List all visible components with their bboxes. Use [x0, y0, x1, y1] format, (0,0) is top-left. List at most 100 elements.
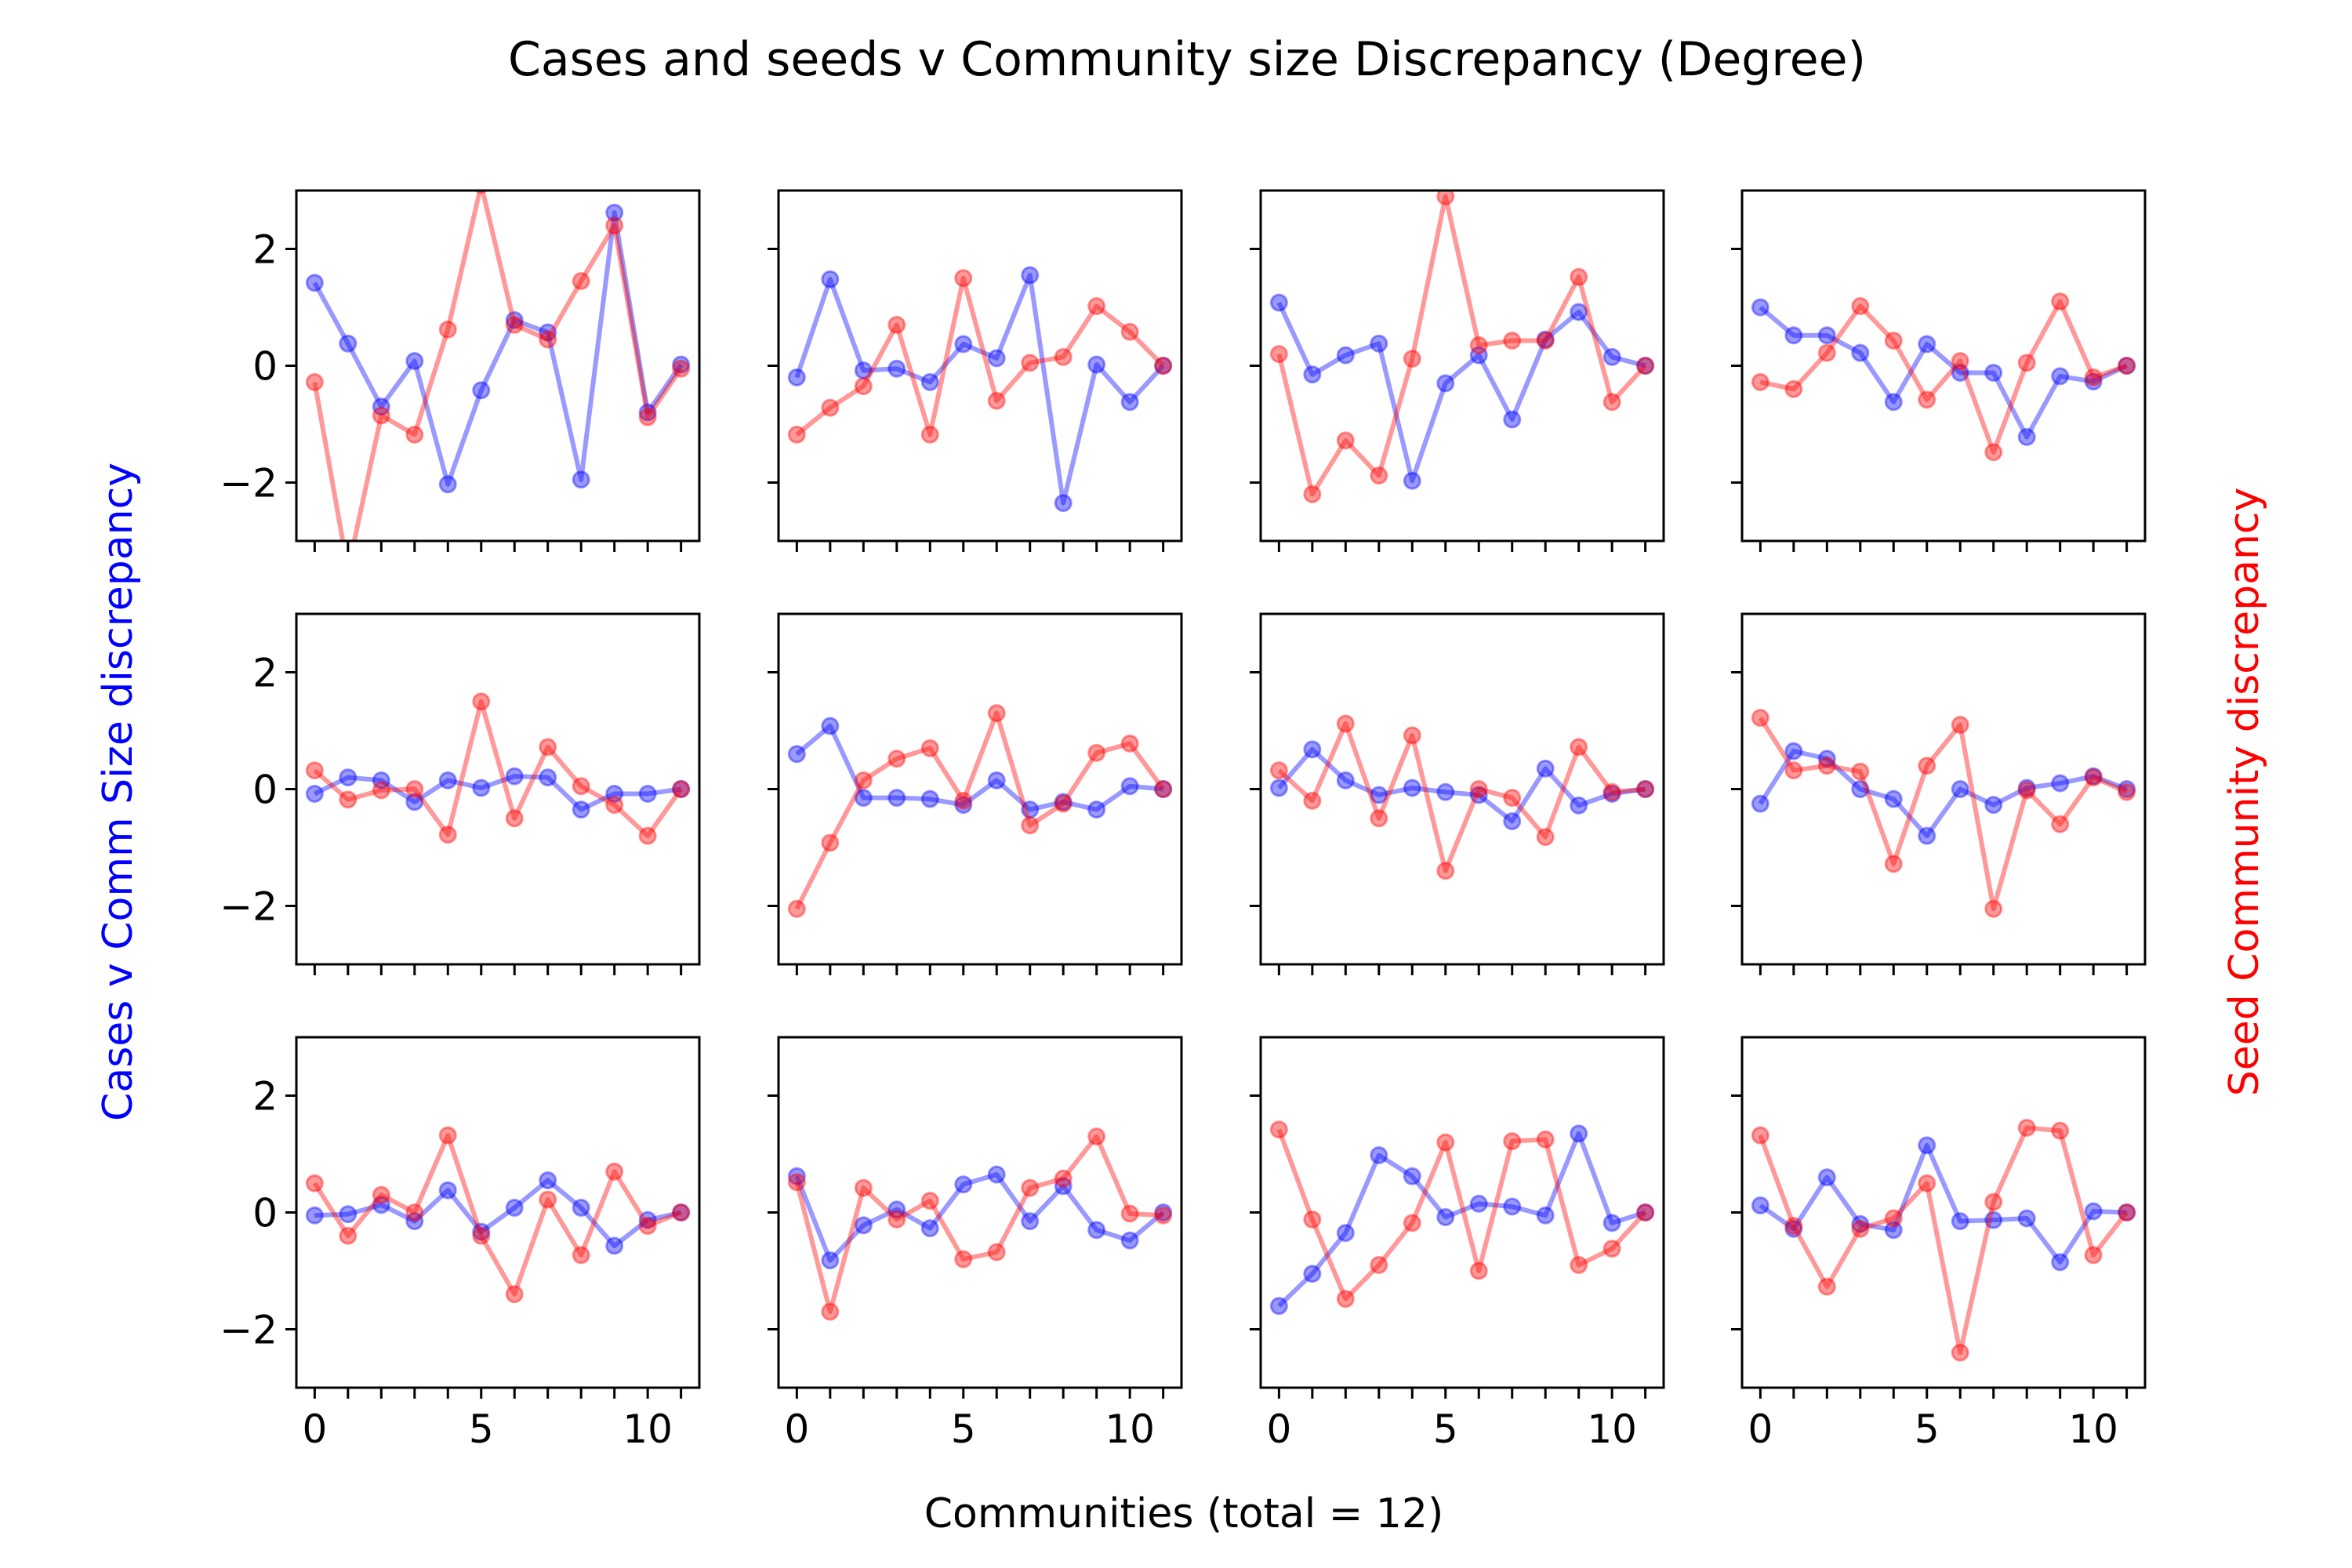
seeds-point: [1303, 485, 1322, 503]
seeds-point: [1436, 862, 1455, 880]
cases-point: [1087, 1221, 1106, 1240]
seeds-point: [954, 269, 973, 288]
cases-point: [1370, 786, 1388, 804]
panel-frame: [1259, 612, 1665, 966]
seeds-point: [472, 692, 491, 711]
cases-point: [372, 1196, 390, 1214]
seeds-point: [1751, 372, 1769, 391]
seeds-point: [1370, 1256, 1388, 1275]
cases-point: [1536, 1206, 1555, 1225]
cases-point: [821, 1251, 840, 1270]
cases-point: [1436, 1207, 1455, 1226]
seeds-point: [2017, 781, 2036, 800]
seeds-point: [2017, 354, 2036, 372]
seeds-point: [1436, 191, 1455, 205]
seeds-point: [1918, 390, 1936, 409]
cases-point: [572, 1199, 590, 1218]
cases-line: [314, 1178, 682, 1248]
cases-point: [1436, 782, 1455, 801]
seeds-point: [1403, 1214, 1421, 1232]
seeds-point: [1403, 726, 1421, 745]
seeds-point: [1370, 466, 1388, 485]
cases-point: [1403, 471, 1421, 490]
cases-point: [1984, 363, 2003, 382]
seeds-point: [438, 320, 457, 339]
cases-point: [1570, 303, 1588, 321]
seeds-point: [472, 1226, 491, 1245]
seeds-point: [1884, 1209, 1903, 1228]
cases-point: [1918, 335, 1936, 354]
cases-point: [1602, 784, 1621, 803]
seeds-point: [1636, 780, 1655, 798]
seeds-point: [1269, 761, 1288, 780]
panel-frame: [1259, 1036, 1665, 1389]
seeds-point: [1269, 1120, 1288, 1139]
cases-point: [1884, 393, 1903, 412]
seeds-point: [1751, 1126, 1769, 1145]
panel-frame: [1259, 189, 1665, 543]
panel-frame: [1740, 189, 2147, 543]
cases-point: [1403, 779, 1421, 797]
cases-point: [372, 771, 390, 789]
seeds-point: [1154, 780, 1173, 798]
y-tick-label: −2: [220, 1308, 278, 1353]
cases-point: [472, 779, 491, 797]
seeds-point: [2084, 768, 2103, 787]
seeds-point: [405, 780, 424, 798]
cases-point: [638, 403, 657, 422]
cases-point: [1336, 771, 1355, 789]
seeds-point: [887, 1210, 906, 1229]
cases-point: [1054, 793, 1073, 811]
cases-point: [1536, 759, 1555, 778]
seeds-point: [1503, 331, 1522, 350]
cases-point: [1751, 1196, 1769, 1215]
cases-point: [572, 470, 590, 489]
cases-point: [2017, 1209, 2036, 1228]
cases-point: [1751, 794, 1769, 813]
seeds-point: [1570, 267, 1588, 286]
seeds-point: [1503, 1132, 1522, 1151]
cases-point: [1269, 293, 1288, 312]
cases-point: [1469, 346, 1488, 365]
seeds-point: [339, 790, 358, 809]
seeds-point: [1918, 757, 1936, 775]
seeds-point: [1984, 443, 2003, 462]
panel-6: [768, 612, 1183, 975]
seeds-point: [1403, 350, 1421, 368]
cases-point: [1570, 1124, 1588, 1143]
cases-point: [1884, 789, 1903, 808]
cases-point: [672, 780, 691, 798]
y-axis-label-right: Seed Community discrepancy: [2221, 488, 2268, 1097]
cases-point: [2051, 774, 2070, 793]
seeds-point: [1851, 1219, 1870, 1238]
x-tick-label: 5: [951, 1406, 976, 1452]
seeds-point: [572, 271, 590, 290]
y-tick-label: −2: [220, 461, 278, 506]
cases-point: [1120, 393, 1139, 412]
cases-point: [1570, 796, 1588, 815]
cases-point: [1503, 811, 1522, 830]
seeds-point: [987, 391, 1006, 410]
seeds-point: [505, 1285, 524, 1304]
panel-frame: [777, 612, 1183, 966]
seeds-line: [1759, 299, 2128, 455]
seeds-point: [1087, 297, 1106, 316]
cases-point: [1021, 800, 1040, 819]
seeds-point: [1984, 899, 2003, 918]
y-tick-label: −2: [220, 884, 278, 930]
seeds-line: [1276, 194, 1647, 497]
cases-point: [605, 1236, 624, 1255]
x-tick-label: 0: [302, 1406, 327, 1452]
cases-point: [1154, 780, 1173, 798]
seeds-point: [1154, 357, 1173, 375]
seeds-line: [795, 275, 1165, 437]
cases-point: [1469, 786, 1488, 804]
seeds-point: [1336, 431, 1355, 450]
panel-10: 0 5 10: [768, 1036, 1183, 1452]
cases-point: [1336, 1224, 1355, 1243]
cases-point: [2051, 1253, 2070, 1272]
seeds-point: [1884, 331, 1903, 350]
seeds-point: [1536, 331, 1555, 350]
cases-point: [2118, 357, 2136, 375]
